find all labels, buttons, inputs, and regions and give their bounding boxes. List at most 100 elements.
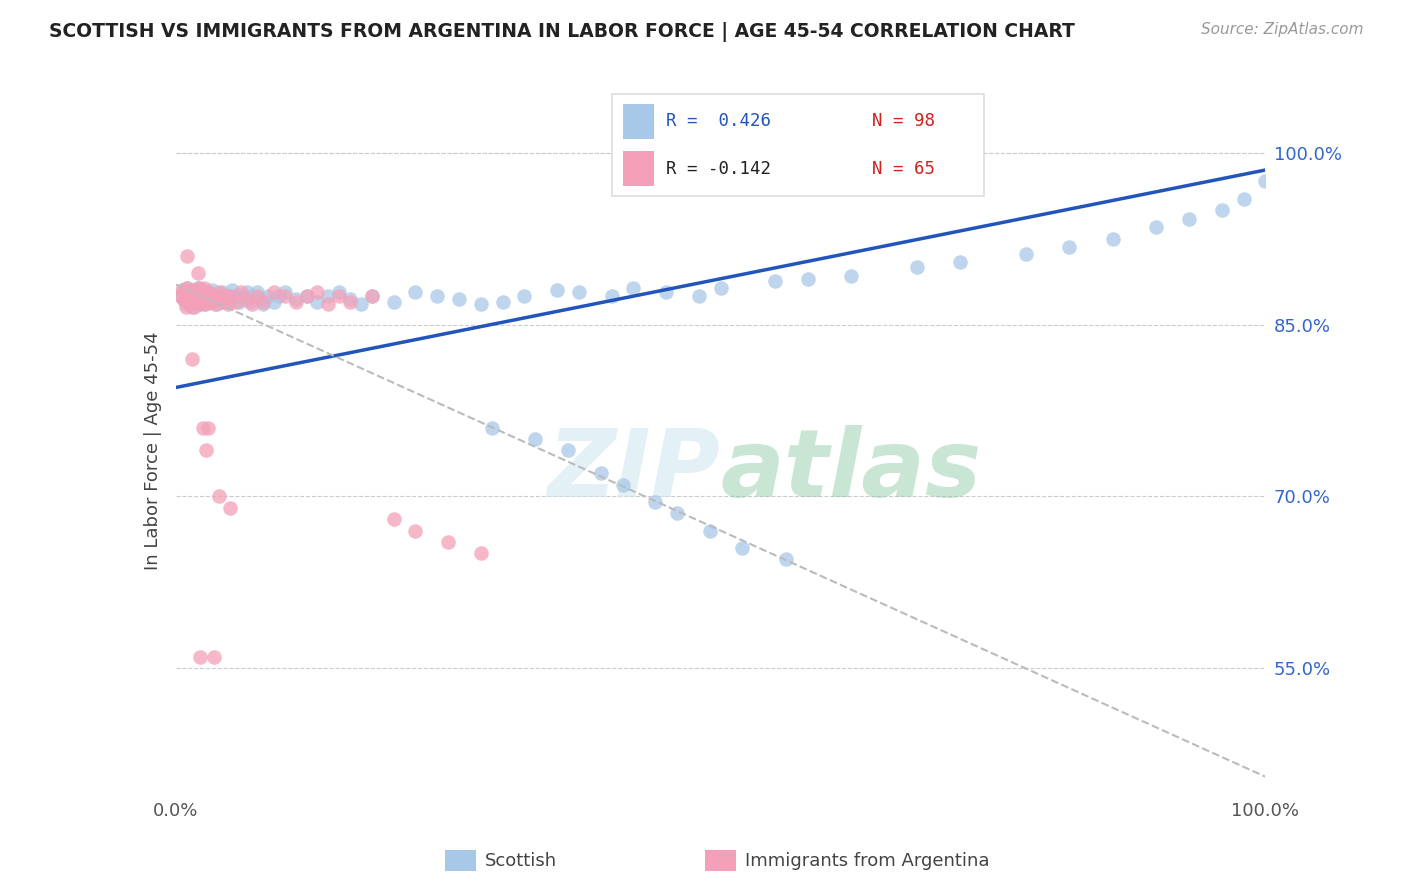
Point bbox=[328, 285, 350, 300]
Point bbox=[949, 254, 972, 268]
Point bbox=[219, 289, 242, 303]
Point bbox=[177, 285, 200, 300]
Point bbox=[191, 285, 214, 300]
Point bbox=[219, 500, 242, 515]
Point bbox=[360, 289, 382, 303]
Point bbox=[274, 285, 297, 300]
Bar bbox=[444, 850, 477, 871]
Point bbox=[173, 293, 195, 307]
Point bbox=[225, 289, 247, 303]
Point bbox=[170, 289, 193, 303]
Point bbox=[688, 289, 710, 303]
Point bbox=[186, 281, 209, 295]
Point bbox=[176, 289, 198, 303]
Point bbox=[1102, 232, 1125, 246]
Point bbox=[197, 420, 219, 434]
Point bbox=[181, 285, 204, 300]
Point bbox=[350, 297, 373, 311]
Point bbox=[699, 524, 721, 538]
Point bbox=[228, 294, 250, 309]
Point bbox=[775, 552, 797, 566]
Point bbox=[263, 294, 285, 309]
Point bbox=[202, 649, 225, 664]
Point bbox=[183, 283, 205, 297]
Text: ZIP: ZIP bbox=[548, 425, 721, 517]
Point bbox=[405, 524, 427, 538]
Point bbox=[307, 294, 329, 309]
Point bbox=[201, 289, 224, 303]
Point bbox=[188, 289, 211, 303]
Point bbox=[188, 649, 211, 664]
Point bbox=[174, 297, 197, 311]
Point bbox=[1015, 246, 1038, 260]
Point bbox=[240, 297, 263, 311]
Point bbox=[257, 289, 280, 303]
Point bbox=[202, 293, 225, 307]
Point bbox=[217, 297, 239, 311]
Y-axis label: In Labor Force | Age 45-54: In Labor Force | Age 45-54 bbox=[143, 331, 162, 570]
Text: Immigrants from Argentina: Immigrants from Argentina bbox=[745, 852, 990, 870]
Point bbox=[252, 297, 274, 311]
Point bbox=[205, 297, 228, 311]
Point bbox=[181, 351, 204, 366]
Text: N = 98: N = 98 bbox=[872, 112, 935, 130]
Point bbox=[470, 546, 492, 560]
Point bbox=[263, 285, 285, 300]
Point bbox=[339, 293, 361, 307]
Point bbox=[382, 294, 405, 309]
Point bbox=[1232, 192, 1256, 206]
Point bbox=[1144, 220, 1167, 235]
Point bbox=[195, 443, 218, 458]
Point bbox=[186, 289, 209, 303]
Point bbox=[211, 294, 233, 309]
Point bbox=[190, 294, 212, 309]
Point bbox=[492, 294, 515, 309]
Point bbox=[176, 281, 198, 295]
Point bbox=[188, 297, 211, 311]
Point bbox=[524, 432, 547, 446]
Point bbox=[246, 285, 269, 300]
Point bbox=[382, 512, 405, 526]
Point bbox=[205, 289, 228, 303]
Point bbox=[252, 294, 274, 309]
Point bbox=[181, 293, 204, 307]
Point bbox=[183, 301, 205, 315]
Point bbox=[204, 289, 226, 303]
Point bbox=[1178, 212, 1201, 227]
Point bbox=[195, 289, 218, 303]
Point bbox=[763, 274, 786, 288]
Point bbox=[181, 301, 204, 315]
Point bbox=[1254, 174, 1277, 188]
Point bbox=[295, 289, 318, 303]
Point bbox=[176, 289, 198, 303]
Point bbox=[513, 289, 536, 303]
Point bbox=[179, 297, 201, 311]
Point bbox=[197, 285, 219, 300]
Point bbox=[231, 289, 253, 303]
Point bbox=[201, 283, 224, 297]
Point bbox=[612, 478, 634, 492]
Point bbox=[190, 289, 212, 303]
Point bbox=[186, 294, 208, 309]
Point bbox=[274, 289, 297, 303]
Point bbox=[307, 285, 329, 300]
Point bbox=[208, 285, 231, 300]
Point bbox=[172, 283, 194, 297]
Point bbox=[621, 281, 644, 295]
Point bbox=[184, 289, 207, 303]
Point bbox=[200, 294, 222, 309]
Point bbox=[214, 289, 236, 303]
Text: SCOTTISH VS IMMIGRANTS FROM ARGENTINA IN LABOR FORCE | AGE 45-54 CORRELATION CHA: SCOTTISH VS IMMIGRANTS FROM ARGENTINA IN… bbox=[49, 22, 1076, 42]
Point bbox=[174, 301, 197, 315]
Point bbox=[176, 249, 198, 263]
Bar bbox=[623, 151, 654, 186]
Point bbox=[191, 289, 214, 303]
Text: N = 65: N = 65 bbox=[872, 160, 935, 178]
Point bbox=[170, 289, 193, 303]
Point bbox=[557, 443, 579, 458]
Point bbox=[360, 289, 382, 303]
Point bbox=[269, 289, 291, 303]
Point bbox=[666, 507, 689, 521]
Point bbox=[172, 293, 194, 307]
Point bbox=[219, 289, 242, 303]
